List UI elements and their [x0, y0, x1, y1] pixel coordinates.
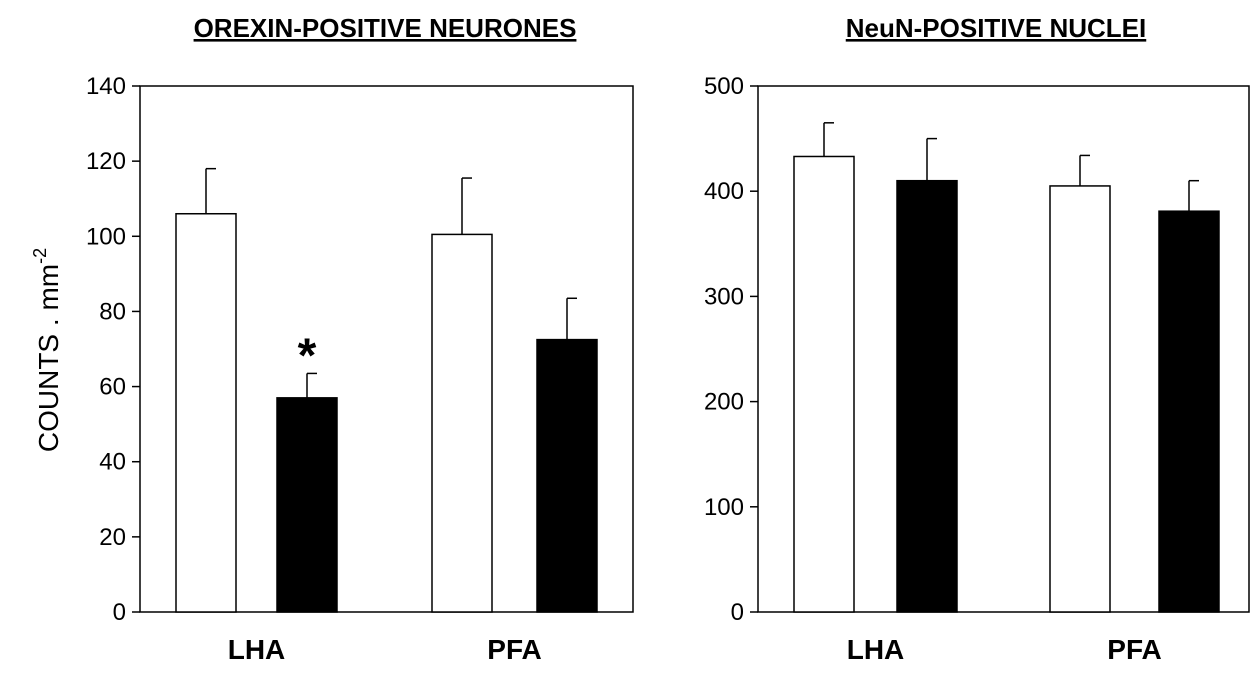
neun-chart: NeuN-POSITIVE NUCLEI 0 100 200 300 400 500 LHA…: [704, 13, 1250, 665]
y-tick-label: 60: [99, 374, 126, 401]
bar: [793, 155, 855, 613]
bar: [175, 212, 237, 613]
plot-frame: [139, 85, 634, 613]
y-tick-label: 0: [113, 599, 126, 626]
bar: [431, 233, 493, 613]
bar: [536, 338, 598, 613]
svg-text:COUNTS . mm-2: COUNTS . mm-2: [30, 248, 64, 452]
bar: [276, 397, 338, 613]
y-tick-label: 100: [704, 494, 744, 521]
y-axis-label: COUNTS . mm-2: [30, 248, 64, 452]
plot-frame: [757, 85, 1250, 613]
x-category-label: LHA: [228, 634, 286, 665]
bar: [1158, 210, 1220, 613]
y-tick-label: 400: [704, 178, 744, 205]
bar: [1049, 185, 1111, 613]
bar: [896, 179, 958, 613]
y-axis-label-text: COUNTS . mm: [33, 264, 64, 452]
chart-title: OREXIN-POSITIVE NEURONES: [194, 13, 577, 43]
y-tick-label: 0: [731, 599, 744, 626]
y-tick-label: 300: [704, 283, 744, 310]
y-axis-label-superscript: -2: [30, 248, 50, 264]
chart-title: NeuN-POSITIVE NUCLEI: [846, 13, 1146, 43]
y-tick-label: 200: [704, 389, 744, 416]
orexin-chart: OREXIN-POSITIVE NEURONES COUNTS . mm-2 0…: [30, 13, 634, 665]
y-tick-label: 40: [99, 449, 126, 476]
bar-marks: 0 20 40 60 80 100 120 140 LHA PFA *: [86, 73, 598, 665]
y-tick-label: 120: [86, 148, 126, 175]
bar-marks: 0 100 200 300 400 500 LHA PFA: [704, 73, 1220, 665]
x-category-label: PFA: [487, 634, 541, 665]
y-tick-label: 20: [99, 524, 126, 551]
y-tick-label: 80: [99, 298, 126, 325]
x-category-label: PFA: [1107, 634, 1161, 665]
y-tick-label: 100: [86, 223, 126, 250]
y-tick-label: 140: [86, 73, 126, 100]
significance-asterisk: *: [298, 329, 317, 382]
y-tick-label: 500: [704, 73, 744, 100]
x-category-label: LHA: [847, 634, 905, 665]
